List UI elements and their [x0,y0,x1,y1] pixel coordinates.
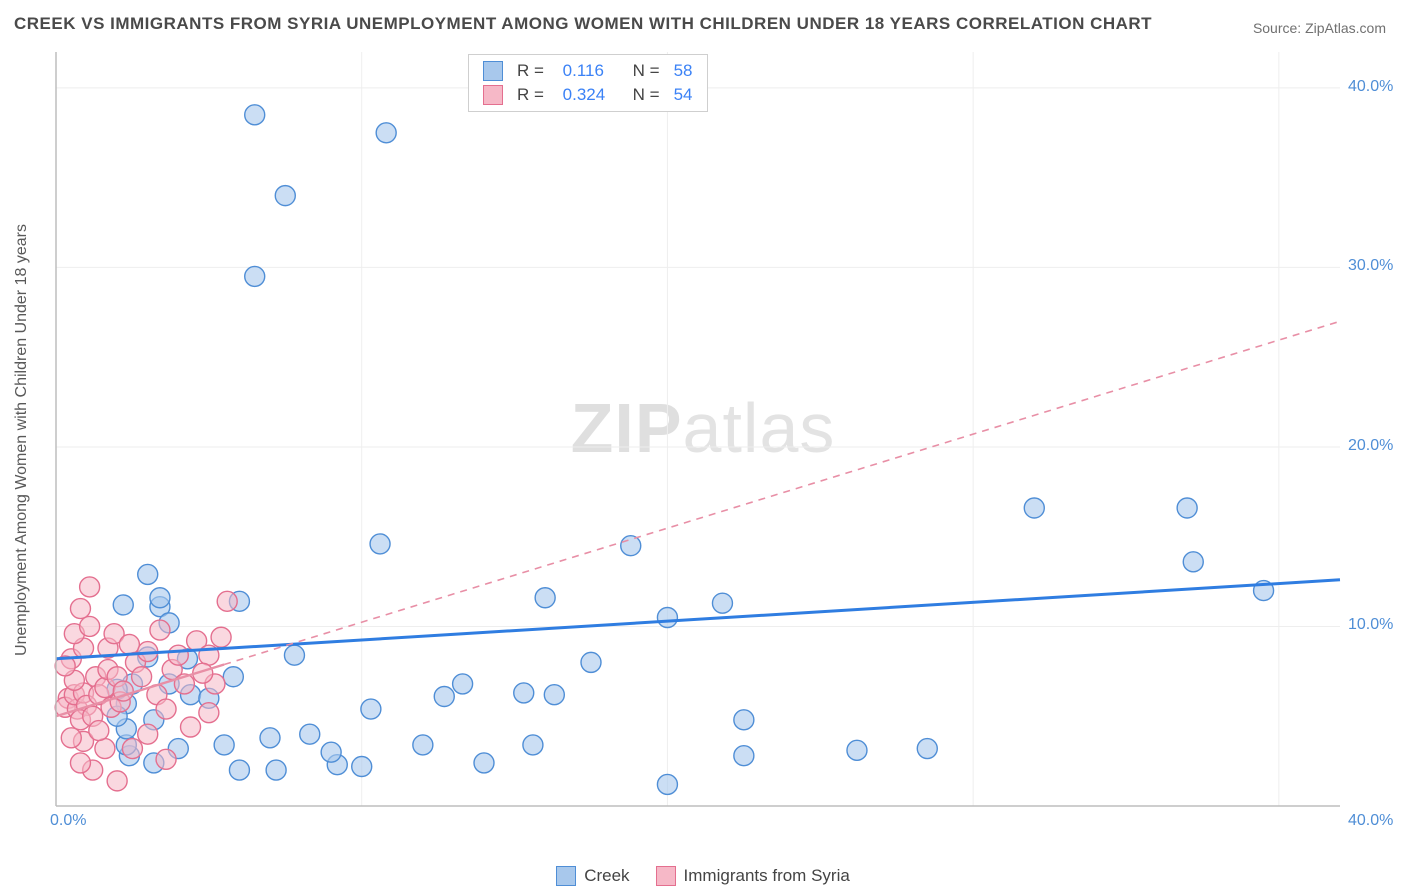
legend-item: Creek [556,866,629,886]
scatter-svg [50,52,1390,822]
stats-n-value: 58 [674,61,693,81]
stats-row: R = 0.324 N = 54 [469,83,707,107]
bottom-legend: Creek Immigrants from Syria [0,866,1406,886]
swatch-icon [483,61,503,81]
chart-source: Source: ZipAtlas.com [1253,20,1386,36]
y-tick-label: 20.0% [1348,437,1396,455]
swatch-icon [483,85,503,105]
y-tick-label: 30.0% [1348,257,1396,275]
stats-r-label: R = [517,85,549,105]
y-tick-label: 10.0% [1348,616,1396,634]
legend-label: Immigrants from Syria [684,866,850,886]
legend-label: Creek [584,866,629,886]
stats-n-value: 54 [674,85,693,105]
stats-r-label: R = [517,61,549,81]
y-tick-label: 40.0% [1348,78,1396,96]
stats-legend-box: R = 0.116 N = 58 R = 0.324 N = 54 [468,54,708,112]
stats-r-value: 0.324 [563,85,619,105]
chart-title: CREEK VS IMMIGRANTS FROM SYRIA UNEMPLOYM… [14,14,1152,34]
stats-r-value: 0.116 [563,61,619,81]
swatch-icon [656,866,676,886]
stats-n-label: N = [633,85,660,105]
stats-row: R = 0.116 N = 58 [469,59,707,83]
stats-n-label: N = [633,61,660,81]
y-axis-label: Unemployment Among Women with Children U… [13,224,31,656]
plot-area [50,52,1390,822]
swatch-icon [556,866,576,886]
legend-item: Immigrants from Syria [656,866,850,886]
x-tick-label: 40.0% [1348,812,1393,830]
x-tick-label: 0.0% [50,812,86,830]
